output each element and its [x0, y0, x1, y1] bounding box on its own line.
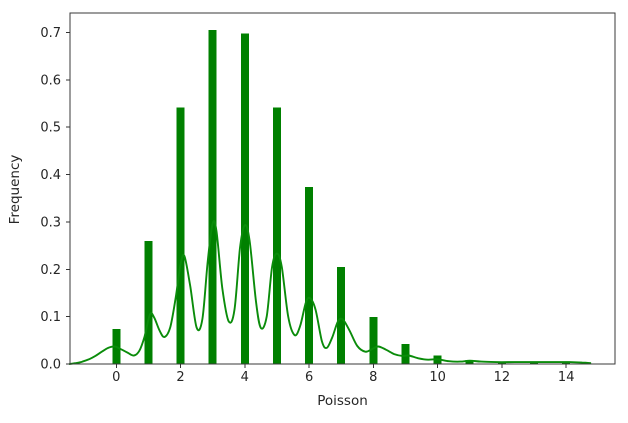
- histogram-bar: [401, 344, 410, 364]
- x-tick-label: 8: [369, 370, 377, 385]
- y-tick-label: 0.2: [40, 263, 61, 278]
- y-axis: 0.0 0.1 0.2 0.3 0.4 0.5 0.6 0.7: [40, 26, 70, 373]
- x-tick-label: 2: [176, 370, 184, 385]
- histogram-bar: [369, 317, 378, 364]
- x-axis-label: Poisson: [317, 393, 368, 409]
- histogram-bar: [176, 107, 185, 364]
- histogram-bar: [305, 186, 314, 364]
- x-axis: 0 2 4 6 8 10 12 14: [112, 364, 574, 385]
- y-axis-label: Frequency: [7, 155, 23, 225]
- plot-frame: [69, 12, 616, 365]
- histogram-bar: [208, 30, 217, 364]
- x-tick-label: 14: [558, 370, 575, 385]
- histogram-bar: [272, 107, 281, 364]
- x-tick-label: 12: [494, 370, 511, 385]
- histogram-bar: [144, 240, 153, 364]
- y-tick-label: 0.3: [40, 215, 61, 230]
- x-tick-label: 0: [112, 370, 120, 385]
- y-tick-label: 0.4: [40, 168, 61, 183]
- x-tick-label: 6: [305, 370, 313, 385]
- y-tick-label: 0.0: [40, 358, 61, 373]
- x-tick-label: 4: [241, 370, 249, 385]
- histogram-bar: [465, 360, 474, 364]
- y-tick-label: 0.5: [40, 121, 61, 136]
- x-tick-label: 10: [429, 370, 446, 385]
- histogram-bar: [337, 266, 346, 364]
- histogram-bar: [240, 33, 249, 365]
- y-tick-label: 0.7: [40, 26, 61, 41]
- histogram-bars: [112, 30, 571, 365]
- y-tick-label: 0.1: [40, 310, 61, 325]
- kde-curve: [68, 219, 592, 365]
- y-tick-label: 0.6: [40, 73, 61, 88]
